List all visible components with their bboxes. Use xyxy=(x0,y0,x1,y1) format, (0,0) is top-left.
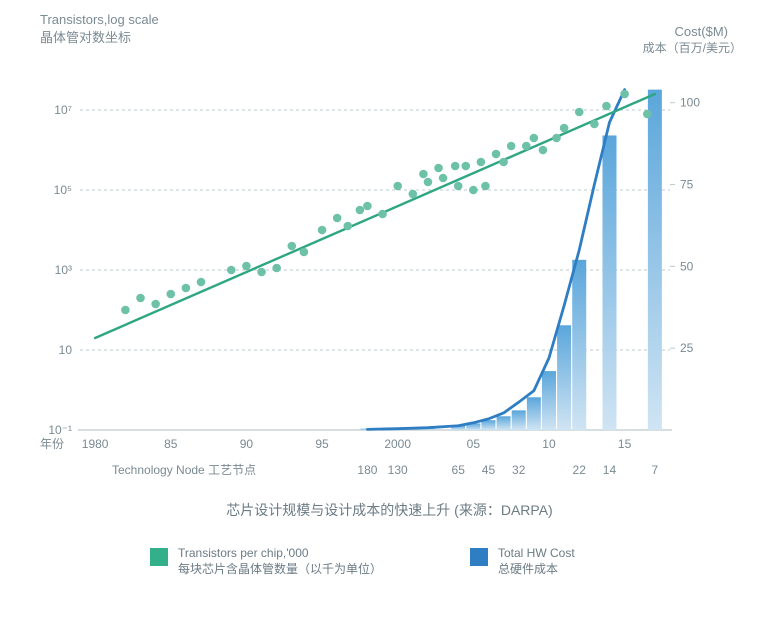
scatter-point xyxy=(499,158,508,167)
scatter-point xyxy=(451,162,460,171)
svg-text:180: 180 xyxy=(357,463,377,477)
legend-swatch-cost xyxy=(470,548,488,566)
scatter-point xyxy=(409,190,418,199)
scatter-point xyxy=(424,178,433,187)
bar xyxy=(512,410,526,430)
bar xyxy=(542,371,556,430)
scatter-point xyxy=(318,226,327,235)
scatter-point xyxy=(356,206,365,215)
svg-text:50: 50 xyxy=(680,259,694,273)
scatter-point xyxy=(439,174,448,183)
scatter-point xyxy=(197,278,206,287)
svg-text:25: 25 xyxy=(680,341,694,355)
bar xyxy=(481,420,495,430)
svg-text:1980: 1980 xyxy=(82,437,109,451)
scatter-point xyxy=(393,182,402,191)
scatter-point xyxy=(469,186,478,195)
svg-text:10: 10 xyxy=(542,437,556,451)
scatter-point xyxy=(378,210,387,219)
chart-caption: 芯片设计规模与设计成本的快速上升 (来源：DARPA) xyxy=(0,500,779,520)
svg-text:10⁷: 10⁷ xyxy=(54,103,72,117)
svg-text:75: 75 xyxy=(680,178,694,192)
scatter-point xyxy=(620,90,629,99)
scatter-point xyxy=(602,102,611,111)
scatter-point xyxy=(136,294,145,303)
scatter-point xyxy=(182,284,191,293)
bar xyxy=(572,260,586,430)
svg-text:10: 10 xyxy=(59,343,73,357)
svg-text:晶体管对数坐标: 晶体管对数坐标 xyxy=(40,30,131,45)
svg-text:90: 90 xyxy=(240,437,254,451)
scatter-point xyxy=(461,162,470,171)
scatter-point xyxy=(242,262,251,271)
scatter-point xyxy=(481,182,490,191)
svg-text:Cost($M): Cost($M) xyxy=(675,24,728,39)
svg-text:10⁵: 10⁵ xyxy=(54,183,72,197)
bar xyxy=(527,397,541,430)
scatter-point xyxy=(477,158,486,167)
svg-text:95: 95 xyxy=(315,437,329,451)
svg-text:45: 45 xyxy=(482,463,496,477)
scatter-point xyxy=(363,202,372,211)
svg-text:Transistors,log scale: Transistors,log scale xyxy=(40,12,159,27)
svg-text:成本（百万/美元）: 成本（百万/美元） xyxy=(643,41,742,55)
svg-text:Technology Node 工艺节点: Technology Node 工艺节点 xyxy=(112,463,256,477)
chart-canvas: Transistors,log scale 晶体管对数坐标 Cost($M) 成本（百… xyxy=(0,0,779,621)
svg-text:2000: 2000 xyxy=(384,437,411,451)
bar xyxy=(497,416,511,430)
svg-text:100: 100 xyxy=(680,96,700,110)
legend-item-cost: Total HW Cost 总硬件成本 xyxy=(470,545,575,577)
legend-label-en: Total HW Cost xyxy=(498,545,575,561)
scatter-point xyxy=(590,120,599,129)
svg-text:65: 65 xyxy=(452,463,466,477)
svg-text:32: 32 xyxy=(512,463,526,477)
svg-text:14: 14 xyxy=(603,463,617,477)
scatter-point xyxy=(454,182,463,191)
scatter-point xyxy=(539,146,548,155)
scatter-point xyxy=(257,268,266,277)
scatter-point xyxy=(333,214,342,223)
scatter-point xyxy=(151,300,160,309)
legend-label-zh: 总硬件成本 xyxy=(498,561,575,577)
scatter-point xyxy=(343,222,352,231)
scatter-point xyxy=(300,248,309,257)
scatter-point xyxy=(419,170,428,179)
legend-item-transistors: Transistors per chip,'000 每块芯片含晶体管数量（以千为… xyxy=(150,545,382,577)
scatter-point xyxy=(522,142,531,151)
scatter-point xyxy=(272,264,281,273)
scatter-point xyxy=(560,124,569,133)
svg-text:85: 85 xyxy=(164,437,178,451)
scatter-point xyxy=(643,110,652,119)
svg-text:130: 130 xyxy=(388,463,408,477)
scatter-point xyxy=(552,134,561,143)
bar xyxy=(648,90,662,430)
svg-text:年份: 年份 xyxy=(40,437,64,451)
bar xyxy=(557,325,571,430)
svg-text:22: 22 xyxy=(573,463,587,477)
svg-text:15: 15 xyxy=(618,437,632,451)
svg-text:7: 7 xyxy=(652,463,659,477)
scatter-point xyxy=(121,306,130,315)
bar xyxy=(602,135,616,430)
scatter-point xyxy=(492,150,501,159)
scatter-point xyxy=(227,266,236,275)
legend: Transistors per chip,'000 每块芯片含晶体管数量（以千为… xyxy=(0,545,779,595)
scatter-point xyxy=(575,108,584,117)
svg-text:10³: 10³ xyxy=(55,263,72,277)
scatter-point xyxy=(530,134,539,143)
scatter-point xyxy=(507,142,516,151)
svg-text:10⁻¹: 10⁻¹ xyxy=(48,423,72,437)
legend-swatch-transistors xyxy=(150,548,168,566)
scatter-point xyxy=(166,290,175,299)
legend-label-zh: 每块芯片含晶体管数量（以千为单位） xyxy=(178,561,382,577)
scatter-point xyxy=(287,242,296,251)
trend-line xyxy=(95,94,655,338)
svg-text:05: 05 xyxy=(467,437,481,451)
scatter-point xyxy=(434,164,443,173)
legend-label-en: Transistors per chip,'000 xyxy=(178,545,382,561)
